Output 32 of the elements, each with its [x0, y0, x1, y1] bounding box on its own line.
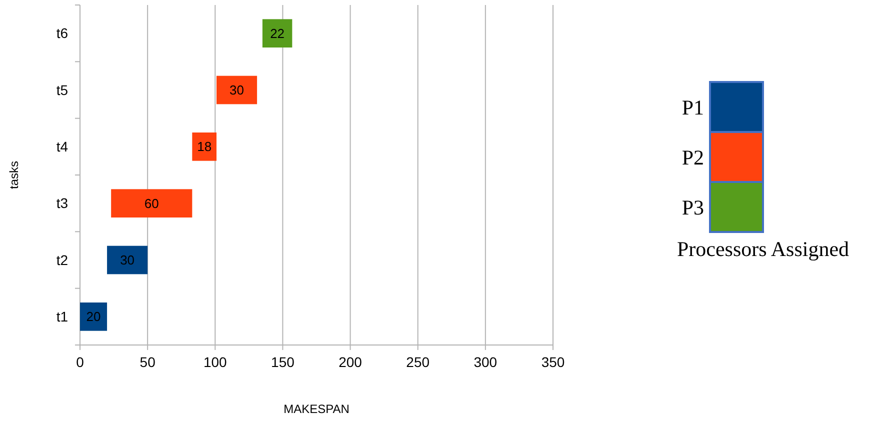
legend-title: Processors Assigned [676, 237, 850, 261]
x-tick-label: 150 [271, 354, 295, 370]
bar [80, 302, 108, 331]
data-label: 30 [120, 252, 135, 268]
legend-label: P3 [682, 195, 704, 220]
bar [107, 246, 148, 274]
y-tick-label: t1 [56, 308, 68, 325]
data-label: 30 [230, 82, 244, 98]
x-tick-label: 350 [541, 354, 565, 370]
y-tick-label: t4 [56, 138, 68, 155]
x-tick-label: 250 [406, 354, 430, 370]
y-tick-label: t5 [56, 82, 68, 98]
data-label: 18 [197, 139, 212, 154]
data-label: 60 [144, 196, 159, 211]
x-tick-label: 300 [474, 354, 498, 370]
data-label: 22 [270, 26, 285, 41]
y-tick-label: t3 [56, 195, 68, 212]
y-axis-title: tasks [7, 160, 21, 190]
bar [111, 189, 192, 218]
x-axis-title: MAKESPAN [284, 402, 350, 416]
x-tick-label: 200 [338, 354, 362, 370]
x-tick-label: 50 [140, 354, 156, 370]
y-tick-label: t6 [56, 25, 68, 42]
bar [216, 76, 258, 104]
x-tick-label: 100 [203, 354, 228, 370]
bar [262, 19, 292, 48]
legend-label: P2 [682, 145, 704, 170]
legend-label: P1 [682, 95, 704, 120]
x-tick-label: 0 [76, 354, 84, 370]
data-label: 20 [86, 309, 101, 324]
y-tick-label: t2 [56, 252, 68, 268]
bar [192, 132, 216, 161]
